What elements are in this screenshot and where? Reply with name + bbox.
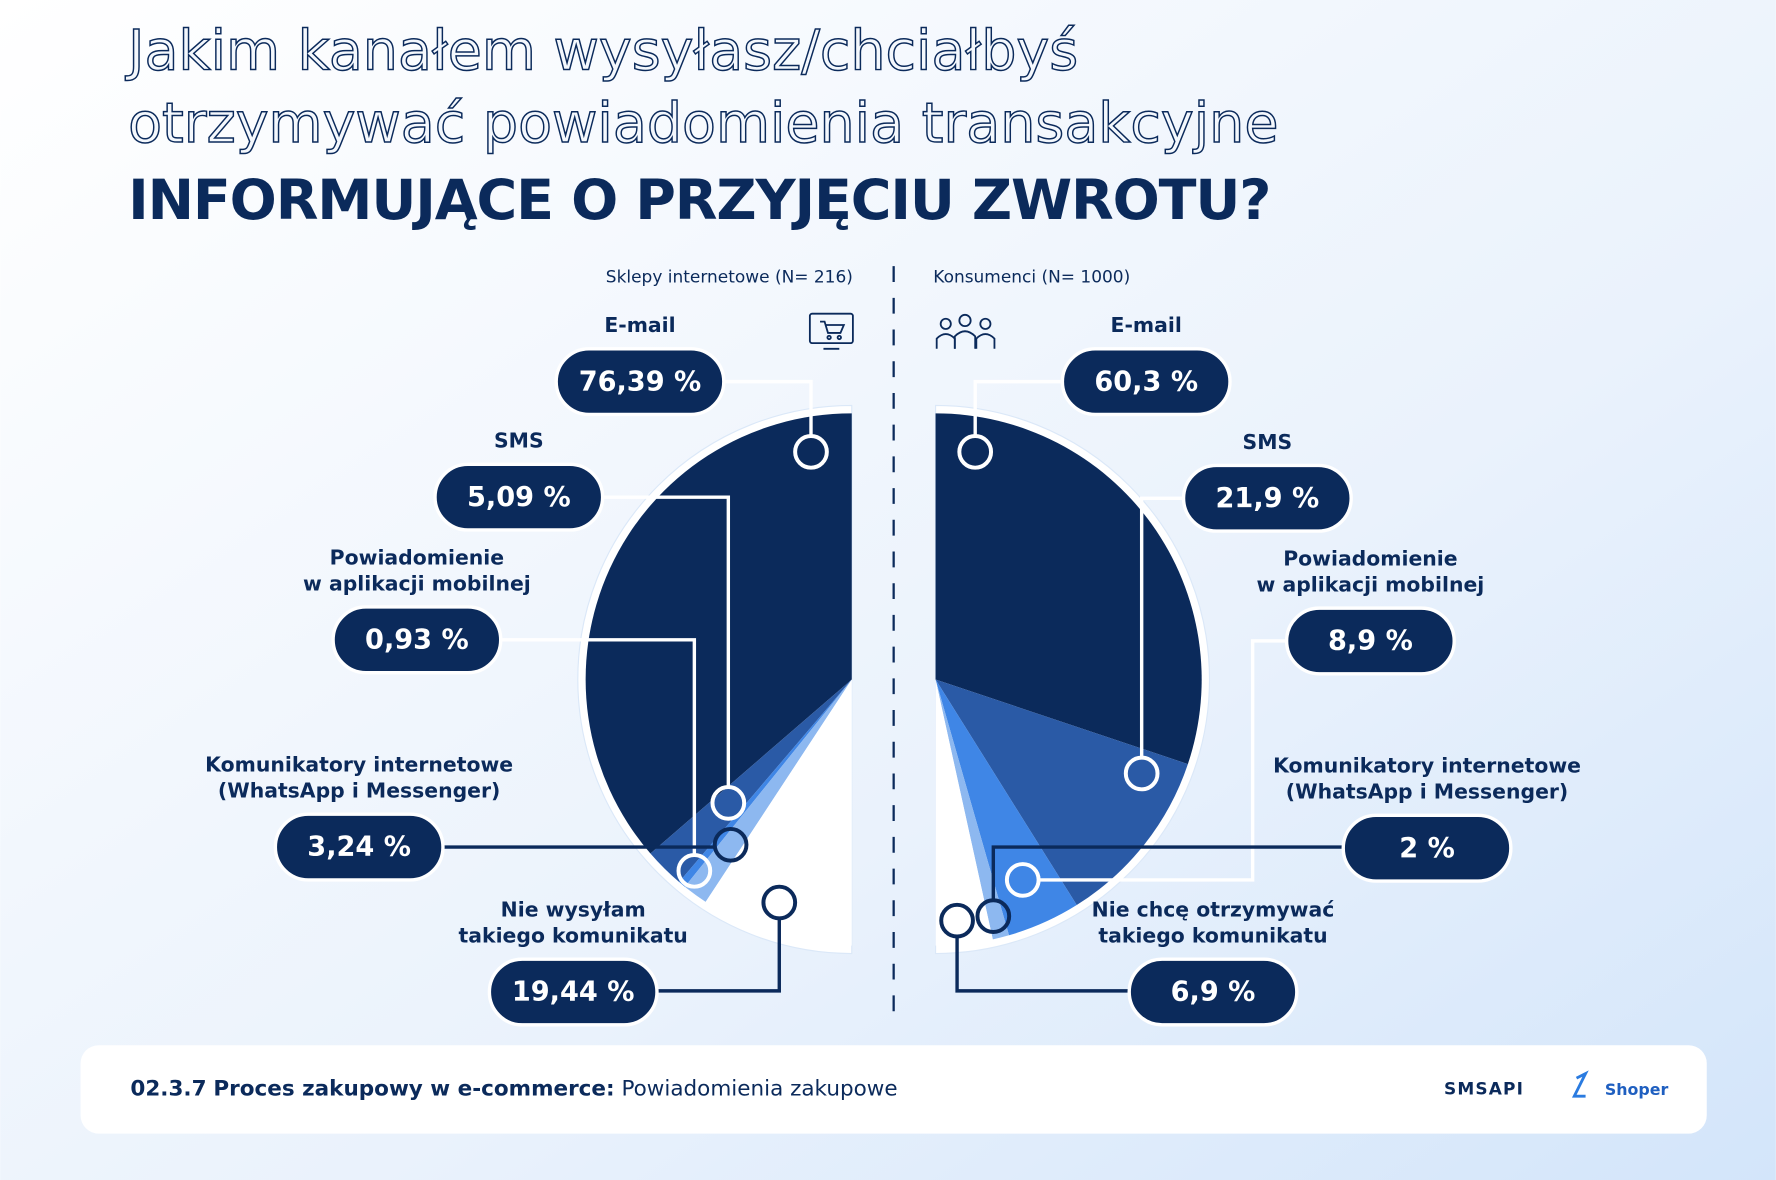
leader-line [656,919,781,993]
value-label: 60,3 % [1094,366,1198,397]
category-label-line: Powiadomienie [330,545,504,569]
category-label: E-mail [1111,313,1182,337]
pie-slice [650,679,852,883]
people-icon [935,313,996,349]
footer-code: 02.3.7 [130,1076,206,1101]
leader-line [991,845,1345,900]
leader-line [955,937,1130,993]
leader-marker [1004,862,1041,898]
value-pill [554,347,726,417]
pie-slice [935,413,1202,765]
category-label-line: SMS [494,429,544,453]
leader-marker [793,434,829,470]
leader-line [722,379,813,435]
pie-slice [935,679,1010,940]
category-label-line: w aplikacji mobilnej [303,571,531,595]
category-label: Komunikatory internetowe (WhatsApp i Mess… [205,753,513,803]
pie-slice [679,679,852,887]
leader-marker [761,884,798,921]
category-label-line: (WhatsApp i Messenger) [218,779,500,803]
value-pill [1284,606,1456,676]
leader-line [973,379,1063,435]
pie-slice [585,413,852,854]
footer-bar [80,1045,1707,1134]
category-label: SMS [494,429,544,453]
leader-marker [676,853,713,889]
value-label: 3,24 % [307,832,411,863]
value-pill [273,812,445,882]
category-label-line: E-mail [604,313,675,337]
leader-marker [939,902,975,939]
leader-line [499,638,697,854]
value-pill [1060,347,1232,417]
category-label-line: Powiadomienie [1283,546,1457,570]
category-label-line: takiego komunikatu [459,924,688,948]
leader-marker [712,826,749,863]
leader-marker [957,434,994,470]
category-label: Nie wysyłam takiego komunikatu [459,897,688,947]
value-label: 5,09 % [467,482,571,513]
category-label: Komunikatory internetowe (WhatsApp i Mess… [1273,754,1581,804]
category-label: SMS [1243,430,1293,454]
value-pill [1341,813,1513,883]
value-pill [331,605,503,675]
category-label: Powiadomienie w aplikacji mobilnej [1257,546,1485,596]
category-label-line: Komunikatory internetowe [205,753,513,777]
leader-marker [975,898,1012,934]
value-label: 6,9 % [1171,977,1256,1008]
shop-icon [808,312,854,350]
value-label: 2 % [1399,833,1455,864]
leader-marker [1123,755,1160,792]
footer-topic: Powiadomienia zakupowe [621,1076,897,1101]
title-line: otrzymywać powiadomienia transakcyjne [128,92,1278,156]
title-line: INFORMUJĄCE O PRZYJĘCIU ZWROTU? [128,169,1270,233]
title-line: Jakim kanałem wysyłasz/chciałbyś [125,19,1078,83]
pie-slice [705,679,852,946]
footer-section: Proces zakupowy w e-commerce: [213,1076,614,1101]
value-pill [487,957,659,1027]
category-label-line: Nie chcę otrzymywać [1092,897,1335,921]
value-label: 21,9 % [1216,483,1320,514]
category-label: E-mail [604,313,675,337]
category-label: Powiadomienie w aplikacji mobilnej [303,545,531,595]
logo-icon [1571,1070,1589,1098]
category-label-line: Komunikatory internetowe [1273,754,1581,778]
leader-marker [710,785,747,821]
value-label: 19,44 % [512,977,635,1008]
category-label-line: takiego komunikatu [1098,924,1327,948]
pie-slice [935,679,1077,936]
category-label-line: SMS [1243,430,1293,454]
chart-subtitle: Sklepy internetowe (N= 216) [606,267,853,287]
chart-subtitle: Konsumenci (N= 1000) [933,267,1130,287]
category-label: Nie chcę otrzymywać takiego komunikatu [1092,897,1335,947]
value-label: 0,93 % [365,624,469,655]
value-label: 8,9 % [1328,626,1413,657]
category-label-line: Nie wysyłam [501,897,646,921]
pie-slice [684,679,852,902]
leader-line [601,495,731,786]
value-pill [1181,463,1353,533]
category-label-line: E-mail [1111,313,1182,337]
category-label-line: w aplikacji mobilnej [1257,572,1485,596]
logo: SMSAPI [1444,1079,1524,1099]
footer-text: 02.3.7 Proces zakupowy w e-commerce: Pow… [130,1076,897,1101]
leader-line [1039,639,1288,882]
value-pill [433,462,605,532]
value-label: 76,39 % [579,366,702,397]
value-pill [1127,957,1299,1027]
category-label-line: (WhatsApp i Messenger) [1286,780,1568,804]
leader-line [1139,496,1185,757]
logo: Shoper [1605,1080,1669,1099]
pie-slice [935,679,993,946]
